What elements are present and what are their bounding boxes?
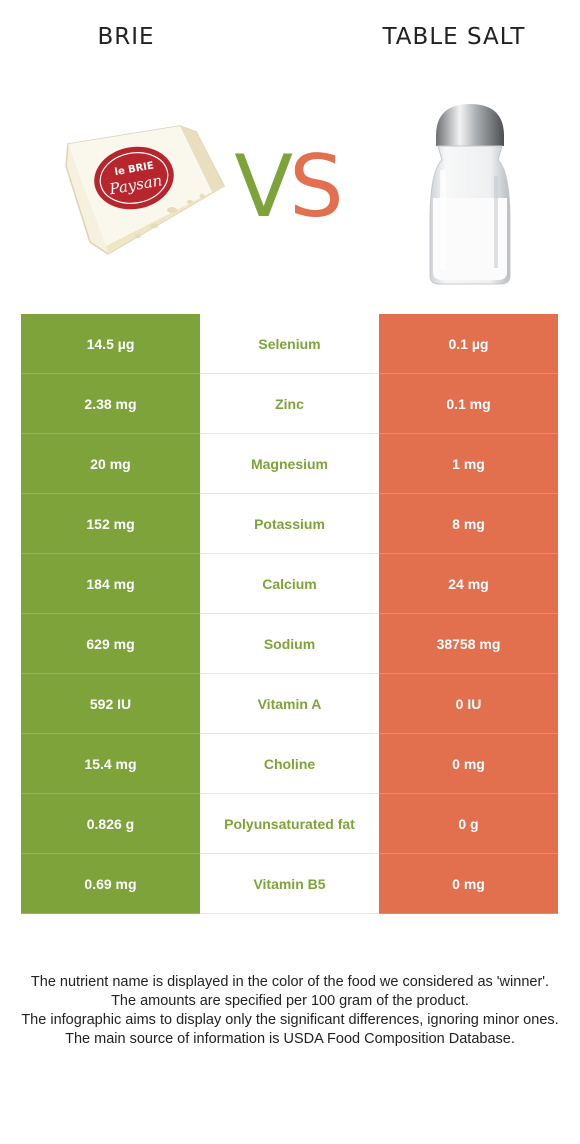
nutrient-name-cell: Vitamin B5: [200, 854, 379, 913]
right-value-cell: 0.1 mg: [379, 374, 558, 434]
right-value-cell: 0.1 µg: [379, 314, 558, 374]
table-row: 152 mg Potassium 8 mg: [21, 494, 558, 554]
brie-cheese-image: le BRIE Paysan: [65, 125, 225, 255]
table-row: 2.38 mg Zinc 0.1 mg: [21, 374, 558, 434]
right-value-cell: 8 mg: [379, 494, 558, 554]
footnote-line: The amounts are specified per 100 gram o…: [111, 993, 469, 1009]
nutrient-name-cell: Sodium: [200, 614, 379, 673]
nutrient-name-cell: Calcium: [200, 554, 379, 613]
table-row: 0.826 g Polyunsaturated fat 0 g: [21, 794, 558, 854]
right-value-cell: 0 IU: [379, 674, 558, 734]
left-food-title: BRIE: [97, 24, 155, 50]
right-value-cell: 24 mg: [379, 554, 558, 614]
right-value-cell: 38758 mg: [379, 614, 558, 674]
nutrient-comparison-table: 14.5 µg Selenium 0.1 µg 2.38 mg Zinc 0.1 mg 20…: [21, 314, 558, 914]
right-value-cell: 0 g: [379, 794, 558, 854]
nutrient-name-cell: Polyunsaturated fat: [200, 794, 379, 853]
left-value-cell: 592 IU: [21, 674, 200, 734]
table-row: 14.5 µg Selenium 0.1 µg: [21, 314, 558, 374]
left-value-cell: 629 mg: [21, 614, 200, 674]
left-value-cell: 152 mg: [21, 494, 200, 554]
right-value-cell: 0 mg: [379, 854, 558, 914]
left-value-cell: 20 mg: [21, 434, 200, 494]
nutrient-name-cell: Magnesium: [200, 434, 379, 493]
footnote-line: The infographic aims to display only the…: [21, 1012, 559, 1028]
left-value-cell: 184 mg: [21, 554, 200, 614]
right-value-cell: 0 mg: [379, 734, 558, 794]
vs-s: S: [289, 137, 344, 237]
vs-label: VS: [222, 142, 352, 232]
nutrient-name-cell: Vitamin A: [200, 674, 379, 733]
vs-v: V: [234, 137, 293, 237]
table-row: 184 mg Calcium 24 mg: [21, 554, 558, 614]
left-value-cell: 15.4 mg: [21, 734, 200, 794]
left-value-cell: 0.69 mg: [21, 854, 200, 914]
footnote: The nutrient name is displayed in the co…: [18, 973, 562, 1049]
salt-shaker-image: [429, 104, 511, 285]
nutrient-name-cell: Potassium: [200, 494, 379, 553]
nutrient-name-cell: Choline: [200, 734, 379, 793]
table-row: 15.4 mg Choline 0 mg: [21, 734, 558, 794]
left-value-cell: 0.826 g: [21, 794, 200, 854]
right-food-title: TABLE SALT: [382, 24, 526, 50]
left-value-cell: 2.38 mg: [21, 374, 200, 434]
footnote-line: The main source of information is USDA F…: [65, 1031, 515, 1047]
nutrient-name-cell: Zinc: [200, 374, 379, 433]
table-row: 629 mg Sodium 38758 mg: [21, 614, 558, 674]
table-row: 20 mg Magnesium 1 mg: [21, 434, 558, 494]
right-value-cell: 1 mg: [379, 434, 558, 494]
left-value-cell: 14.5 µg: [21, 314, 200, 374]
footnote-line: The nutrient name is displayed in the co…: [30, 974, 550, 990]
nutrient-name-cell: Selenium: [200, 314, 379, 373]
table-row: 0.69 mg Vitamin B5 0 mg: [21, 854, 558, 914]
